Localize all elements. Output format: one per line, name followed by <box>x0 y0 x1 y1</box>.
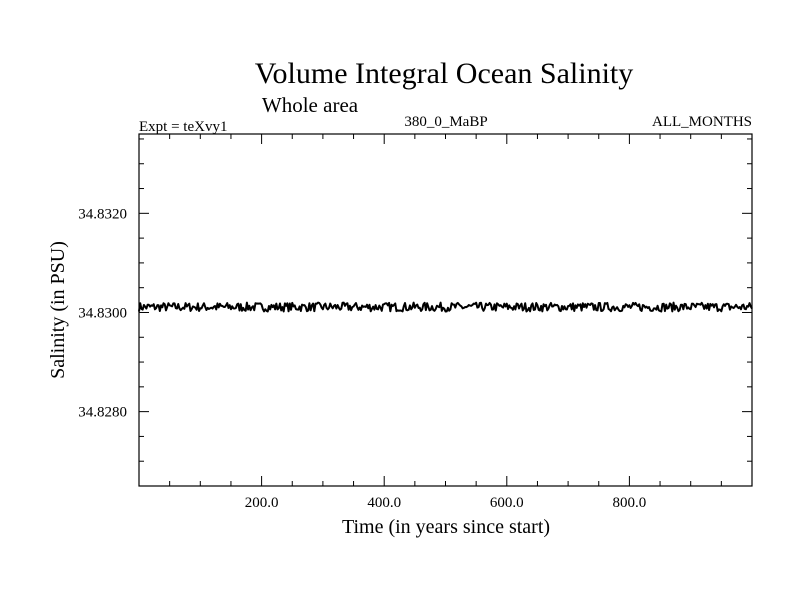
chart-subtitle: Whole area <box>262 93 359 117</box>
x-tick-label: 200.0 <box>245 495 279 511</box>
x-tick-label: 600.0 <box>490 495 524 511</box>
months-label: ALL_MONTHS <box>652 114 752 130</box>
x-axis-label: Time (in years since start) <box>342 516 550 538</box>
y-tick-label: 34.8280 <box>78 405 127 421</box>
y-tick-label: 34.8320 <box>78 206 127 222</box>
period-label: 380_0_MaBP <box>404 114 487 130</box>
experiment-label: Expt = teXvy1 <box>139 119 227 135</box>
x-tick-label: 400.0 <box>367 495 401 511</box>
series-line-salinity <box>138 301 753 313</box>
y-axis: 34.8280 34.8300 34.8320 <box>78 138 752 487</box>
chart-title: Volume Integral Ocean Salinity <box>255 57 634 90</box>
y-axis-label: Salinity (in PSU) <box>47 241 69 379</box>
x-tick-label: 800.0 <box>613 495 647 511</box>
y-tick-label: 34.8300 <box>78 305 127 321</box>
x-axis: 200.0 400.0 600.0 800.0 <box>169 134 722 511</box>
